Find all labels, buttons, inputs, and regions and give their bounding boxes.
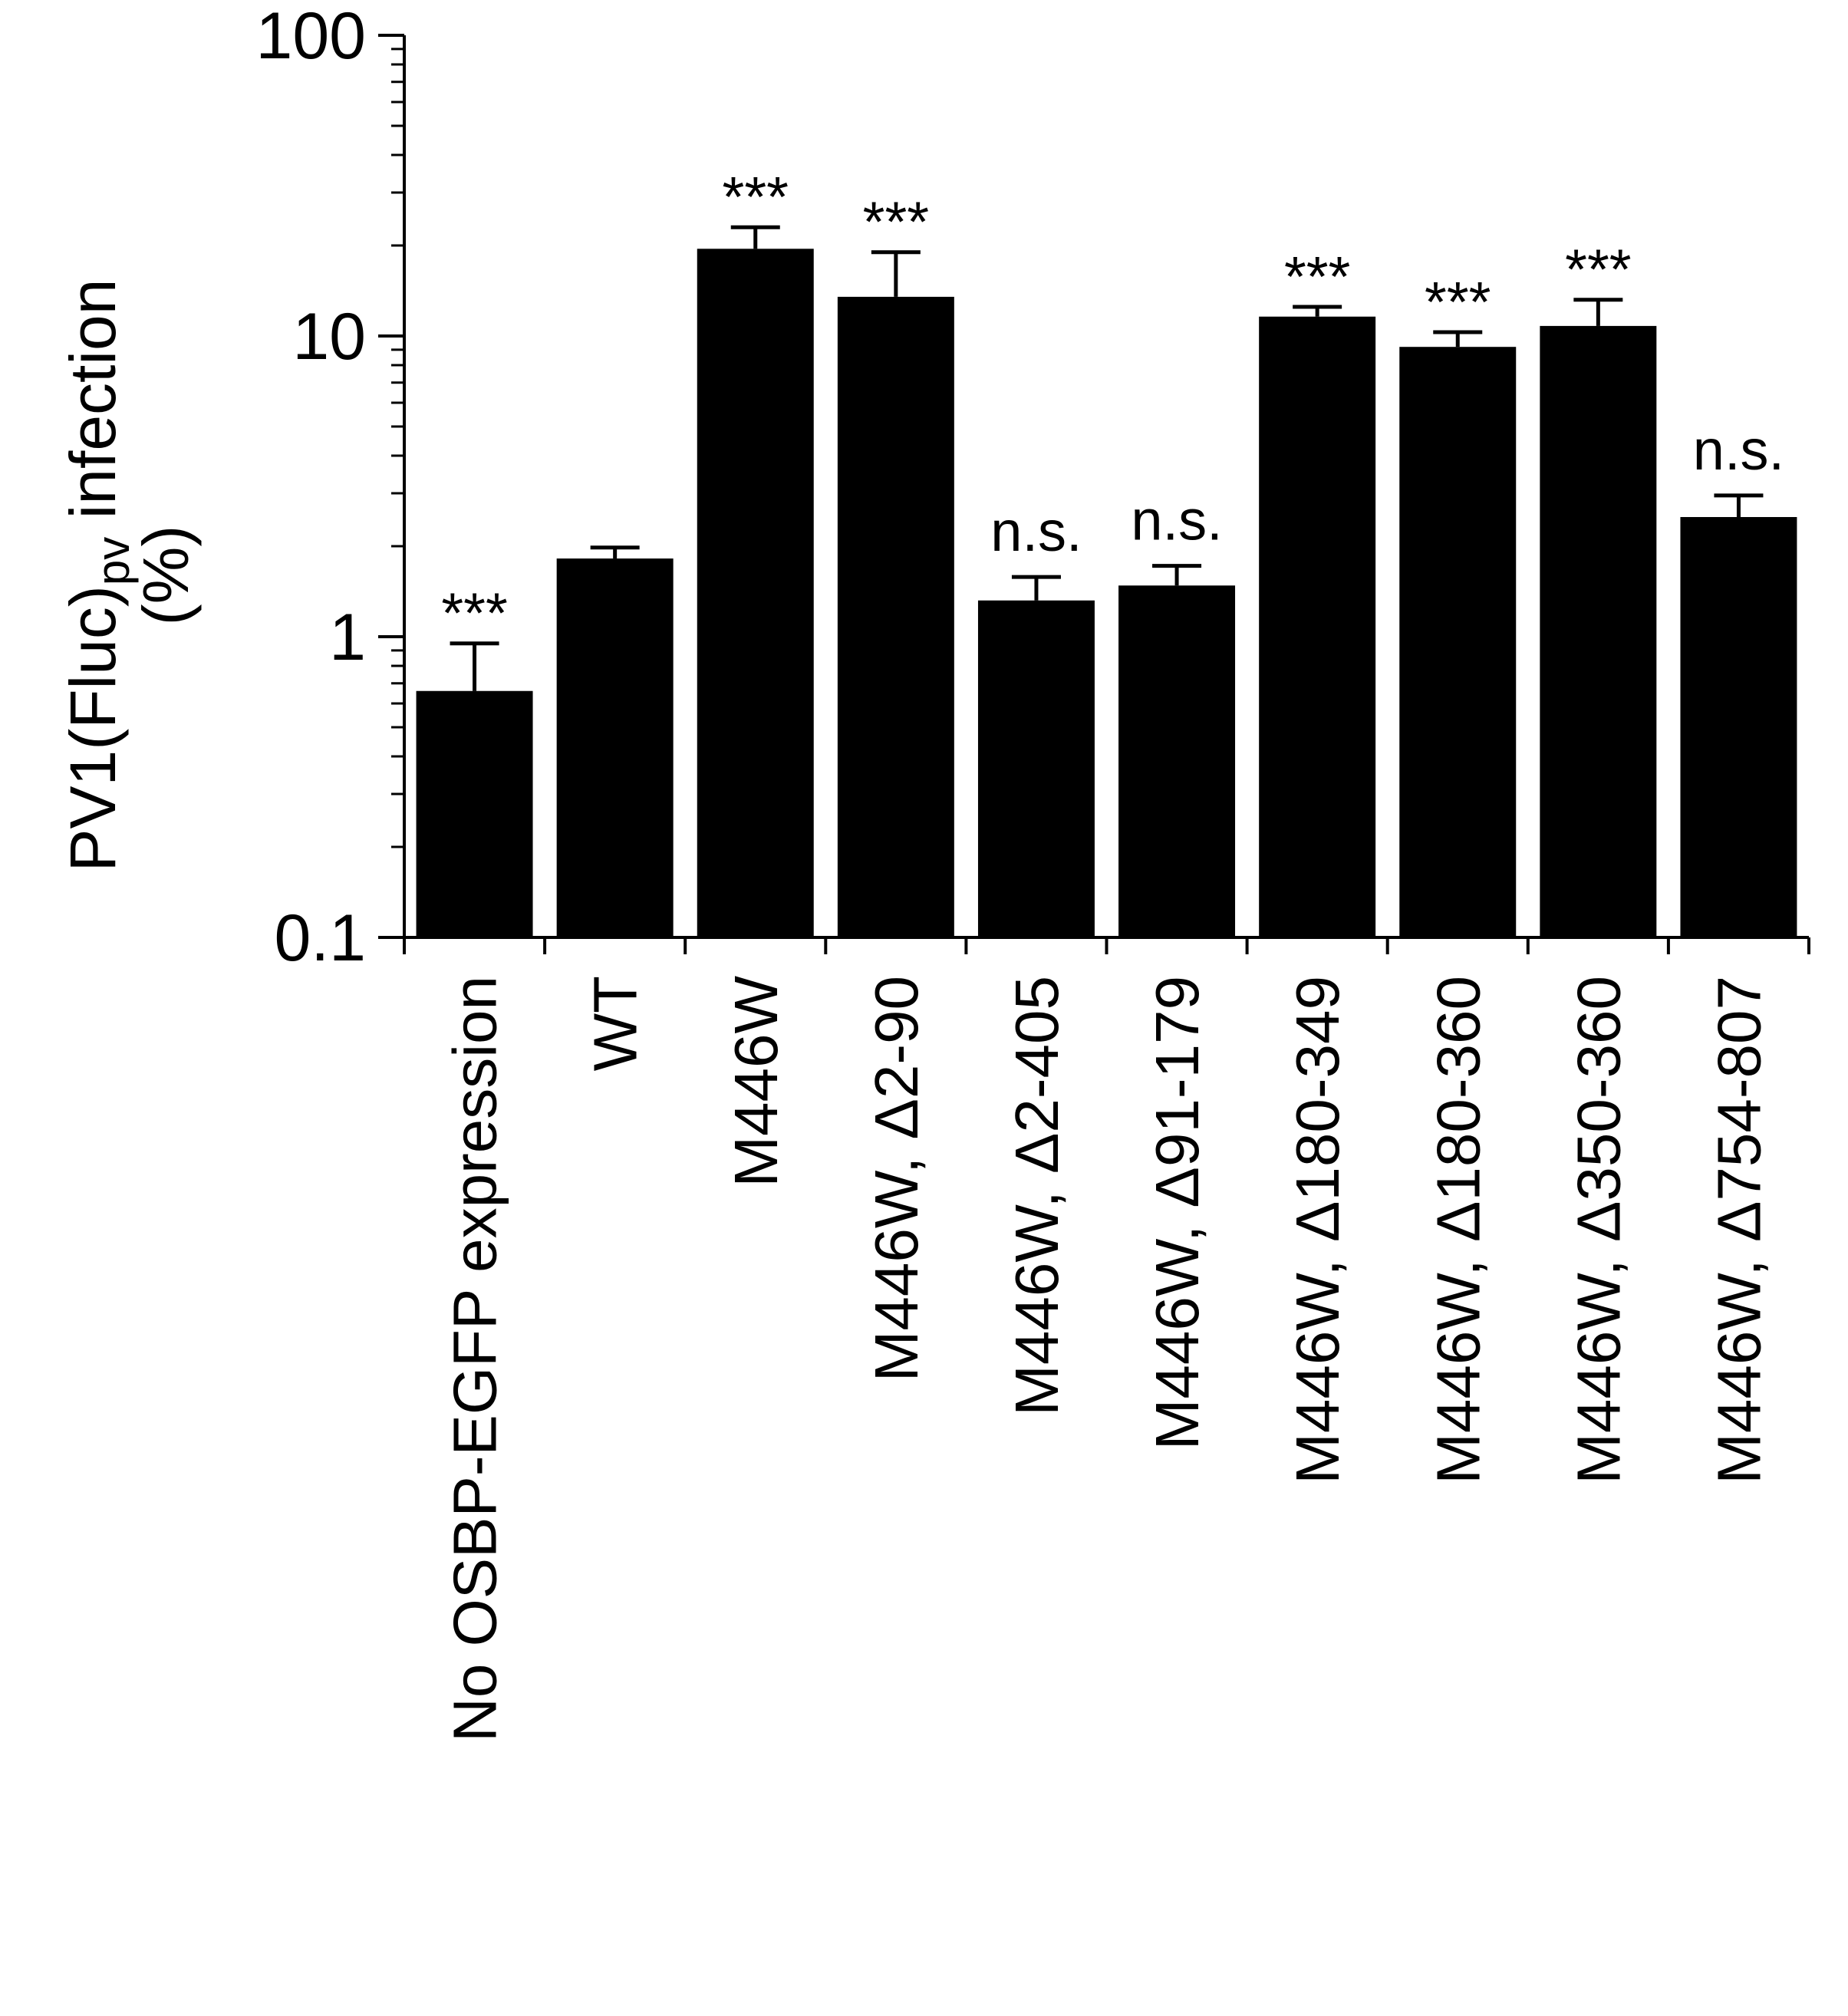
x-category-label: M446W, Δ180-349 bbox=[1283, 976, 1352, 1484]
y-tick-label: 0.1 bbox=[274, 901, 366, 975]
x-axis-labels: No OSBP-EGFP expression WT M446W M446W, Δ2-… bbox=[441, 976, 1774, 1742]
y-axis-label: PV1(Fluc)pv infection (%) bbox=[57, 279, 202, 872]
error-bars bbox=[450, 225, 1764, 691]
bar bbox=[1399, 347, 1517, 937]
significance-label: *** bbox=[441, 581, 507, 645]
y-axis-label-suffix: infection bbox=[57, 279, 129, 537]
x-category-label: M446W, Δ754-807 bbox=[1705, 976, 1773, 1484]
bar bbox=[1540, 325, 1657, 937]
significance-label: n.s. bbox=[1693, 418, 1784, 482]
x-category-label: M446W, Δ2-405 bbox=[1003, 976, 1071, 1416]
y-axis-label-main: PV1(Fluc) bbox=[57, 585, 129, 871]
bars bbox=[416, 249, 1797, 938]
x-category-label: M446W, Δ350-360 bbox=[1564, 976, 1632, 1484]
bar bbox=[697, 249, 814, 938]
x-category-label: No OSBP-EGFP expression bbox=[441, 976, 509, 1742]
bar bbox=[556, 558, 674, 937]
y-tick-label: 100 bbox=[256, 0, 367, 73]
significance-label: *** bbox=[863, 190, 929, 254]
y-axis-label-line1: PV1(Fluc)pv infection bbox=[57, 279, 139, 872]
bar bbox=[837, 296, 954, 937]
bar bbox=[977, 600, 1095, 937]
significance-label: *** bbox=[1284, 245, 1350, 308]
x-category-label: M446W, Δ91-179 bbox=[1143, 976, 1211, 1450]
significance-label: n.s. bbox=[990, 499, 1082, 563]
y-tick-label: 10 bbox=[292, 300, 366, 374]
x-category-label: WT bbox=[581, 976, 650, 1071]
significance-label: *** bbox=[723, 165, 789, 229]
significance-label: *** bbox=[1425, 270, 1491, 334]
significance-label: *** bbox=[1565, 238, 1631, 301]
bar bbox=[416, 690, 533, 937]
y-axis-tick-labels: 0.1 1 10 100 bbox=[256, 0, 367, 975]
significance-label: n.s. bbox=[1131, 489, 1222, 552]
bar bbox=[1680, 517, 1797, 937]
y-axis-label-subscript: pv bbox=[87, 537, 139, 585]
x-category-label: M446W, Δ180-360 bbox=[1424, 976, 1492, 1484]
bar bbox=[1259, 316, 1376, 937]
y-tick-label: 1 bbox=[329, 601, 366, 674]
bar bbox=[1118, 585, 1236, 937]
y-axis-label-line2: (%) bbox=[130, 525, 202, 626]
significance-labels: *** *** *** n.s. n.s. *** *** *** n.s. bbox=[441, 165, 1784, 645]
x-category-label: M446W, Δ2-90 bbox=[862, 976, 931, 1382]
x-category-label: M446W bbox=[722, 976, 790, 1188]
